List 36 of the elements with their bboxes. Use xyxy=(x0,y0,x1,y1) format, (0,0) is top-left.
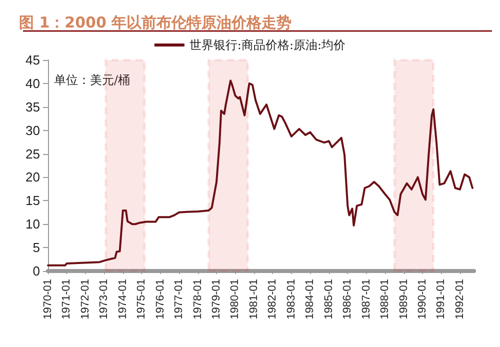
y-tick-label: 5 xyxy=(32,240,40,256)
x-tick-label: 1986-01 xyxy=(342,279,354,320)
x-tick-label: 1970-01 xyxy=(42,279,54,320)
y-tick-label: 20 xyxy=(26,170,40,185)
y-tick-label: 35 xyxy=(26,99,40,114)
x-tick-label: 1979-01 xyxy=(210,279,223,320)
x-tick-label: 1981-01 xyxy=(248,279,260,320)
y-tick-label: 40 xyxy=(26,76,40,91)
x-tick-label: 1975-01 xyxy=(136,279,148,320)
x-tick-label: 1972-01 xyxy=(79,279,92,320)
x-tick-label: 1985-01 xyxy=(322,279,335,320)
x-tick-label: 1988-01 xyxy=(379,279,392,320)
y-tick-label: 10 xyxy=(26,216,40,232)
x-tick-label: 1977-01 xyxy=(173,279,186,320)
x-tick-label: 1976-01 xyxy=(154,279,166,320)
x-tick-label: 1991-01 xyxy=(435,279,448,320)
y-axis-title: 单位：美元/桶 xyxy=(54,73,130,87)
x-tick-label: 1973-01 xyxy=(98,279,110,320)
legend-label: 世界银行:商品价格:原油:均价 xyxy=(189,38,346,52)
chart-title: 图 1：2000 年以前布伦特原油价格走势 xyxy=(19,14,292,32)
y-tick-label: 45 xyxy=(26,52,40,68)
x-tick-label: 1989-01 xyxy=(398,279,410,320)
x-tick-label: 1978-01 xyxy=(192,279,204,320)
y-tick-label: 0 xyxy=(32,264,40,278)
x-tick-label: 1971-01 xyxy=(60,279,73,320)
y-tick-label: 15 xyxy=(26,193,40,208)
x-tick-label: 1983-01 xyxy=(285,279,298,320)
x-tick-label: 1992-01 xyxy=(454,279,466,320)
y-tick-label: 25 xyxy=(26,146,40,162)
x-tick-label: 1974-01 xyxy=(116,279,129,320)
x-tick-label: 1980-01 xyxy=(229,279,242,320)
y-tick-label: 30 xyxy=(26,122,40,138)
x-tick-label: 1987-01 xyxy=(360,279,372,320)
x-tick-label: 1984-01 xyxy=(304,279,316,320)
x-tick-label: 1990-01 xyxy=(416,279,429,320)
x-tick-label: 1982-01 xyxy=(266,279,279,320)
